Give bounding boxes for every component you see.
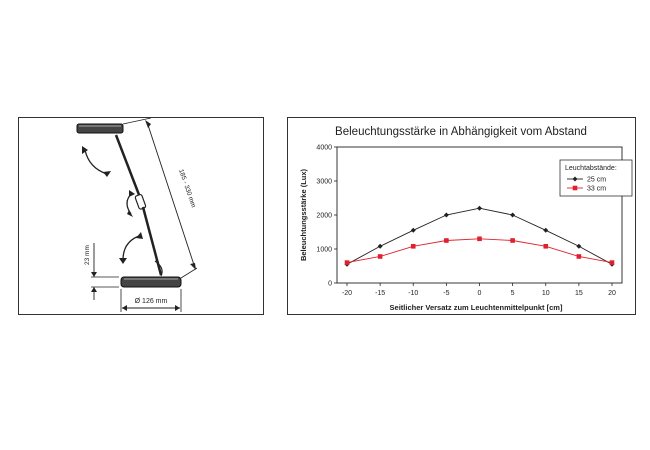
data-point (344, 260, 350, 265)
lamp-drawing-panel: 185 - 330 mm 23 mm Ø 126 mm (18, 117, 264, 315)
arm-length-label: 185 - 330 mm (177, 168, 197, 208)
chart-title: Beleuchtungsstärke in Abhängigkeit vom A… (335, 126, 587, 138)
x-tick-label: 15 (575, 290, 583, 297)
base-diameter-label: Ø 126 mm (135, 298, 168, 305)
data-point (410, 227, 416, 233)
lamp-arm-lower (141, 206, 163, 276)
lamp-joint (134, 194, 147, 210)
x-tick-label: -15 (375, 290, 385, 297)
illuminance-chart: Beleuchtungsstärke in Abhängigkeit vom A… (299, 126, 633, 312)
rotation-arrow-head (84, 149, 108, 175)
series-1 (344, 236, 615, 265)
y-tick-label: 2000 (316, 213, 332, 220)
legend-label: 25 cm (587, 177, 606, 184)
x-tick-label: 5 (511, 290, 515, 297)
data-point (572, 185, 578, 191)
y-tick-label: 4000 (316, 145, 332, 152)
legend: Leuchtabstände: 25 cm 33 cm (559, 159, 633, 197)
y-tick-label: 1000 (316, 247, 332, 254)
x-axis-label: Seitlicher Versatz zum Leuchtenmittelpun… (390, 303, 563, 312)
base-height-label: 23 mm (84, 245, 91, 265)
arm-dimension-line (146, 121, 196, 269)
data-point (609, 260, 615, 265)
series-0 (344, 205, 615, 267)
data-point (444, 238, 449, 243)
legend-box (559, 159, 633, 197)
data-point (576, 243, 582, 249)
rotation-arrow-base (122, 235, 140, 261)
data-point (477, 236, 482, 242)
legend-title: Leuchtabstände: (565, 165, 617, 172)
data-point (510, 238, 515, 243)
x-tick-label: 20 (608, 290, 616, 297)
data-point (543, 243, 549, 249)
data-point (410, 243, 416, 249)
legend-label: 33 cm (587, 186, 606, 193)
data-point (377, 254, 383, 259)
data-point (443, 212, 449, 218)
legend-item: 25 cm (567, 176, 606, 184)
data-point (543, 227, 549, 233)
y-axis-label: Beleuchtungsstärke (Lux) (299, 168, 308, 261)
data-series (344, 205, 615, 267)
x-tick-label: -10 (408, 290, 418, 297)
lamp-head (76, 123, 124, 134)
data-point (477, 205, 482, 211)
x-tick-label: -5 (443, 290, 449, 297)
chart-panel: Beleuchtungsstärke in Abhängigkeit vom A… (287, 117, 636, 315)
data-point (572, 176, 578, 182)
data-point (576, 254, 582, 259)
x-tick-label: 10 (542, 290, 550, 297)
lamp-arm-upper (114, 134, 143, 201)
y-tick-label: 3000 (316, 179, 332, 186)
x-tick-labels: -20 -15 -10 -5 0 5 10 15 20 (342, 290, 616, 297)
data-point (510, 212, 516, 218)
y-tick-label: 0 (328, 281, 332, 288)
data-point (377, 243, 383, 249)
x-tick-label: -20 (342, 290, 352, 297)
lamp-drawing: 185 - 330 mm 23 mm Ø 126 mm (76, 118, 198, 312)
y-tick-labels: 0 1000 2000 3000 4000 (316, 145, 332, 288)
legend-item: 33 cm (567, 186, 606, 193)
x-tick-label: 0 (478, 290, 482, 297)
